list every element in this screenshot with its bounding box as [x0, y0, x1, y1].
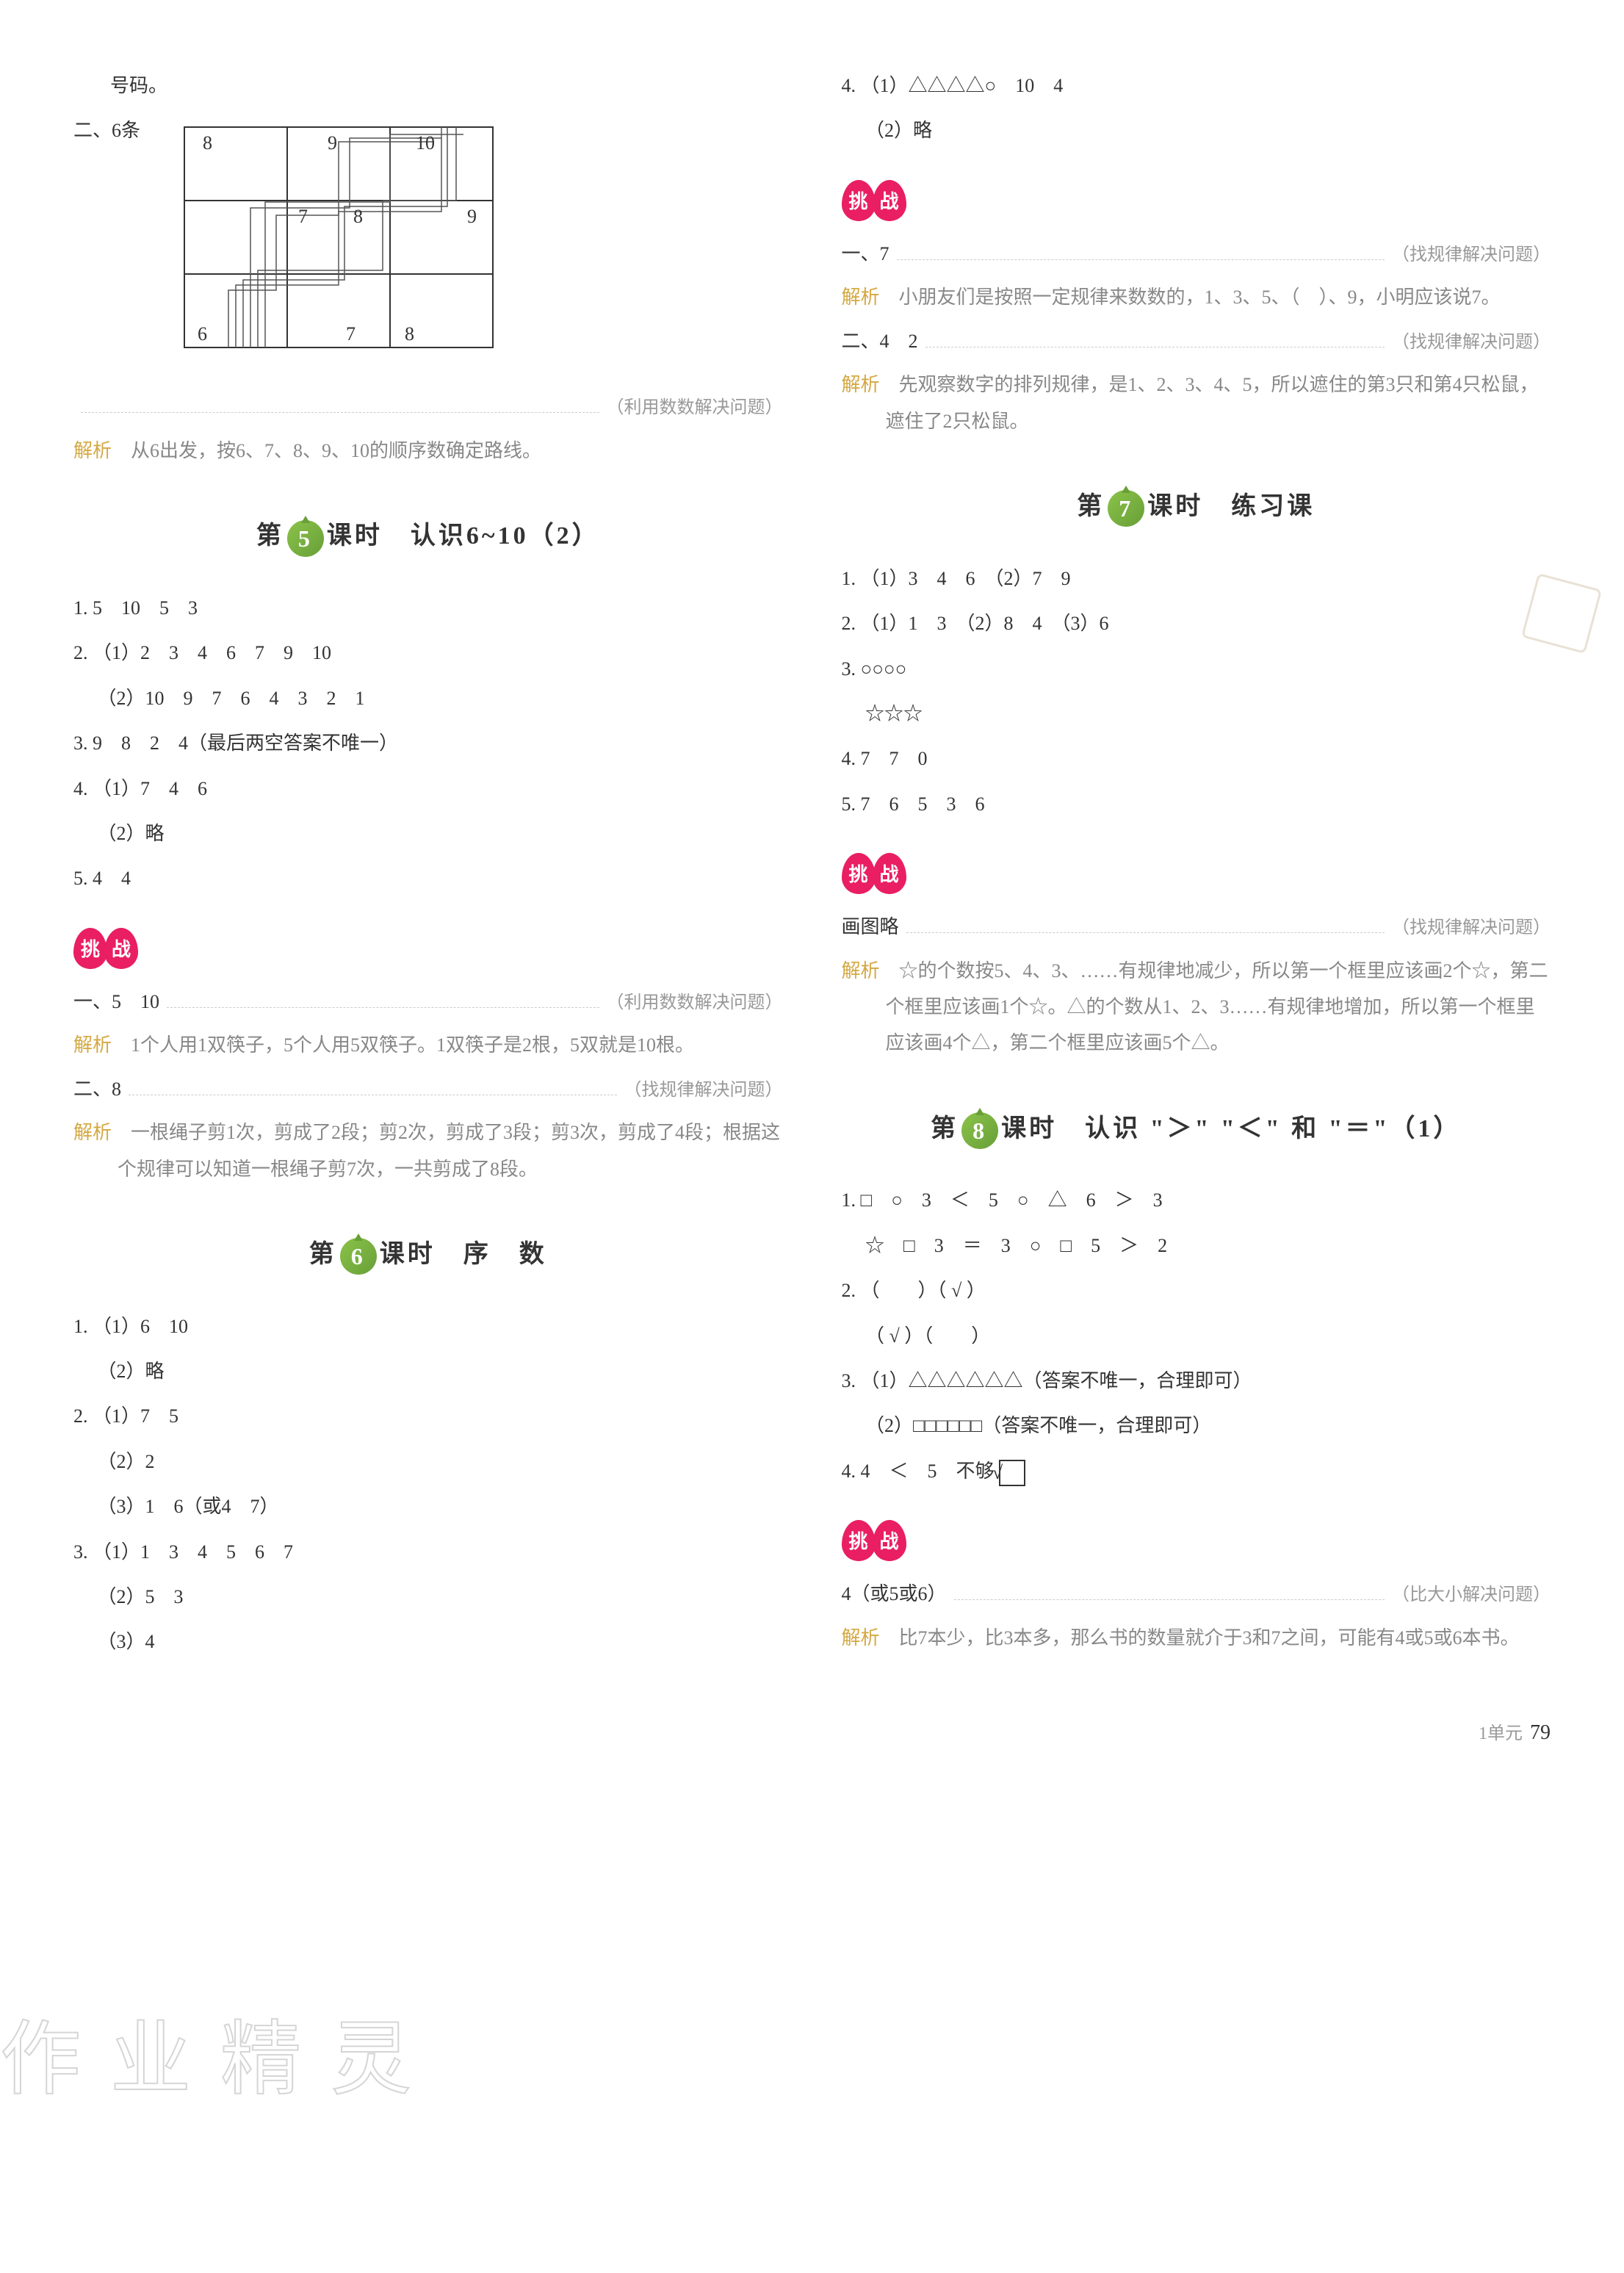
- top-item: （2）略: [871, 112, 1551, 148]
- intro-line1: 号码。: [140, 68, 783, 104]
- lesson-5-icon: 5: [287, 520, 324, 557]
- svg-text:9: 9: [467, 206, 477, 227]
- lesson-8-icon: 8: [961, 1112, 998, 1149]
- s8-item: （2）□□□□□□（答案不唯一，合理即可）: [871, 1408, 1551, 1444]
- svg-text:9: 9: [328, 132, 337, 154]
- s7-item: 3. ○○○○: [871, 651, 1551, 687]
- s8-challenge-analysis: 解析 比7本少，比3本多，那么书的数量就介于3和7之间，可能有4或5或6本书。: [886, 1620, 1551, 1656]
- section-6-title: 第6课时 序 数: [73, 1231, 783, 1279]
- svg-text:7: 7: [346, 323, 356, 345]
- page-container: 号码。 二、6条 8 9: [73, 59, 1551, 1669]
- s6-item: （2）2: [103, 1444, 783, 1480]
- s5-item: （2）10 9 7 6 4 3 2 1: [103, 680, 783, 716]
- s5-item: 4. （1）7 4 6: [103, 771, 783, 807]
- s5-item: 1. 5 10 5 3: [103, 590, 783, 626]
- s8-challenge: 4（或5或6） （比大小解决问题）: [842, 1576, 1551, 1613]
- s6-item: （3）1 6（或4 7）: [103, 1488, 783, 1524]
- s7-item: 5. 7 6 5 3 6: [871, 786, 1551, 822]
- svg-text:6: 6: [198, 323, 207, 345]
- challenge-badge: 挑战: [842, 1520, 903, 1561]
- s6-item: 3. （1）1 3 4 5 6 7: [103, 1534, 783, 1570]
- top-challenge-2-analysis: 解析 先观察数字的排列规律，是1、2、3、4、5，所以遮住的第3只和第4只松鼠，…: [886, 367, 1551, 439]
- challenge-badge: 挑战: [73, 928, 135, 969]
- svg-text:7: 7: [298, 206, 308, 227]
- svg-text:8: 8: [203, 132, 212, 154]
- page-footer: 1单元79: [73, 1713, 1551, 1752]
- s8-item: 4. 4 ＜ 5 不够 √: [871, 1453, 1551, 1489]
- s5-challenge-1: 一、5 10 （利用数数解决问题）: [73, 984, 783, 1020]
- s7-item: 1. （1）3 4 6 （2）7 9: [871, 561, 1551, 597]
- s5-item: 2. （1）2 3 4 6 7 9 10: [103, 635, 783, 671]
- s7-item: 4. 7 7 0: [871, 741, 1551, 777]
- challenge-badge: 挑战: [842, 853, 903, 894]
- s6-item: （3）4: [103, 1624, 783, 1660]
- watermark: 作业精灵: [0, 1984, 441, 2137]
- top-challenge-1: 一、7 （找规律解决问题）: [842, 236, 1551, 273]
- s7-challenge: 画图略 （找规律解决问题）: [842, 909, 1551, 945]
- s8-item: 1. □ ○ 3 ＜ 5 ○ △ 6 ＞ 3: [871, 1182, 1551, 1218]
- section-8-title: 第8课时 认识 "＞" "＜" 和 "＝"（1）: [842, 1106, 1551, 1153]
- left-column: 号码。 二、6条 8 9: [73, 59, 783, 1669]
- path-diagram: 8 9 10 7 8 9 6 7 8: [155, 120, 522, 370]
- right-column: 4. （1）△△△△○ 10 4 （2）略 挑战 一、7 （找规律解决问题） 解…: [842, 59, 1551, 1669]
- s5-challenge-2: 二、8 （找规律解决问题）: [73, 1071, 783, 1108]
- top-challenge-2: 二、4 2 （找规律解决问题）: [842, 323, 1551, 360]
- s5-item: 3. 9 8 2 4（最后两空答案不唯一）: [103, 725, 783, 761]
- s8-item: （ √ ）（ ）: [871, 1318, 1551, 1354]
- s8-item: ☆ □ 3 ＝ 3 ○ □ 5 ＞ 2: [871, 1228, 1551, 1264]
- s5-item: （2）略: [103, 815, 783, 851]
- lesson-7-icon: 7: [1108, 490, 1144, 527]
- s5-challenge-2-analysis: 解析 一根绳子剪1次，剪成了2段；剪2次，剪成了3段；剪3次，剪成了4段；根据这…: [118, 1114, 783, 1187]
- top-challenge-1-analysis: 解析 小朋友们是按照一定规律来数数的，1、3、5、（ ）、9，小明应该说7。: [886, 279, 1551, 315]
- s7-item: ☆☆☆: [871, 696, 1551, 732]
- section-7-title: 第7课时 练习课: [842, 483, 1551, 531]
- checkbox-icon: √: [999, 1460, 1025, 1486]
- s6-item: （2）5 3: [103, 1579, 783, 1615]
- section-5-title: 第5课时 认识6~10（2）: [73, 513, 783, 561]
- s5-item: 5. 4 4: [103, 860, 783, 896]
- s8-item: 2. （ ）（ √ ）: [871, 1272, 1551, 1308]
- svg-text:8: 8: [405, 323, 414, 345]
- s6-item: 1. （1）6 10: [103, 1308, 783, 1344]
- intro-analysis: 解析 从6出发，按6、7、8、9、10的顺序数确定路线。: [118, 433, 783, 469]
- s6-item: 2. （1）7 5: [103, 1398, 783, 1434]
- top-item: 4. （1）△△△△○ 10 4: [871, 68, 1551, 104]
- intro-tag-line: （利用数数解决问题）: [73, 392, 783, 425]
- lesson-6-icon: 6: [340, 1238, 377, 1275]
- s8-item: 3. （1）△△△△△△（答案不唯一，合理即可）: [871, 1363, 1551, 1399]
- svg-text:8: 8: [353, 206, 363, 227]
- intro-line2: 二、6条: [73, 112, 140, 148]
- svg-text:10: 10: [416, 132, 435, 154]
- s6-item: （2）略: [103, 1353, 783, 1389]
- challenge-badge: 挑战: [842, 180, 903, 221]
- s7-item: 2. （1）1 3 （2）8 4 （3）6: [871, 605, 1551, 641]
- s5-challenge-1-analysis: 解析 1个人用1双筷子，5个人用5双筷子。1双筷子是2根，5双就是10根。: [118, 1027, 783, 1063]
- s7-challenge-analysis: 解析 ☆的个数按5、4、3、……有规律地减少，所以第一个框里应该画2个☆，第二个…: [886, 953, 1551, 1062]
